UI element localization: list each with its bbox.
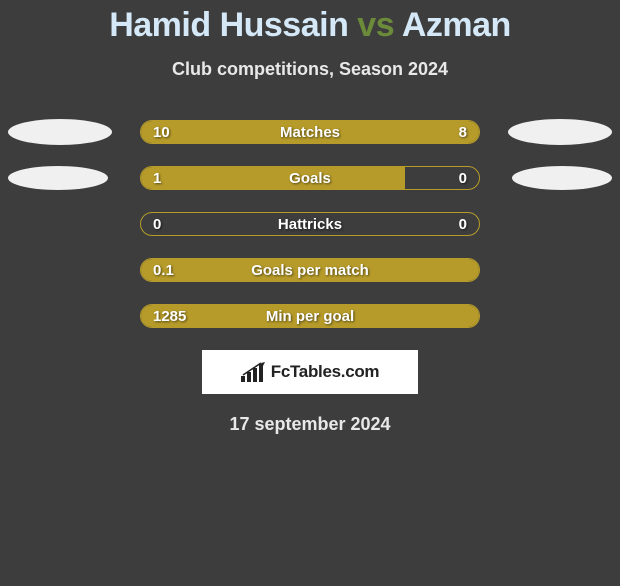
player1-name: Hamid Hussain: [109, 6, 348, 44]
stat-bar: 108Matches: [140, 120, 480, 144]
stat-category: Goals per match: [141, 259, 479, 282]
stat-bar: 10Goals: [140, 166, 480, 190]
snapshot-date: 17 september 2024: [0, 414, 620, 435]
left-player-photo: [8, 166, 108, 190]
left-player-photo: [8, 119, 112, 145]
stat-row: 10Goals: [0, 166, 620, 190]
page-title: Hamid Hussain vs Azman: [0, 6, 620, 45]
stats-container: 108Matches 10Goals 00Hattricks 0.1Goals per…: [0, 120, 620, 328]
stat-row: 108Matches: [0, 120, 620, 144]
stat-bar: 1285Min per goal: [140, 304, 480, 328]
right-player-photo: [508, 119, 612, 145]
vs-separator: vs: [357, 6, 394, 44]
chart-icon: [241, 362, 265, 382]
stat-row: 1285Min per goal: [0, 304, 620, 328]
stat-row: 00Hattricks: [0, 212, 620, 236]
player2-name: Azman: [402, 6, 511, 44]
right-player-photo: [512, 166, 612, 190]
badge-text: FcTables.com: [271, 362, 380, 382]
stat-category: Goals: [141, 167, 479, 190]
stat-bar: 0.1Goals per match: [140, 258, 480, 282]
stat-category: Matches: [141, 121, 479, 144]
stat-category: Hattricks: [141, 213, 479, 236]
subtitle: Club competitions, Season 2024: [0, 59, 620, 80]
stat-row: 0.1Goals per match: [0, 258, 620, 282]
fctables-badge[interactable]: FcTables.com: [202, 350, 418, 394]
stat-category: Min per goal: [141, 305, 479, 328]
stat-bar: 00Hattricks: [140, 212, 480, 236]
